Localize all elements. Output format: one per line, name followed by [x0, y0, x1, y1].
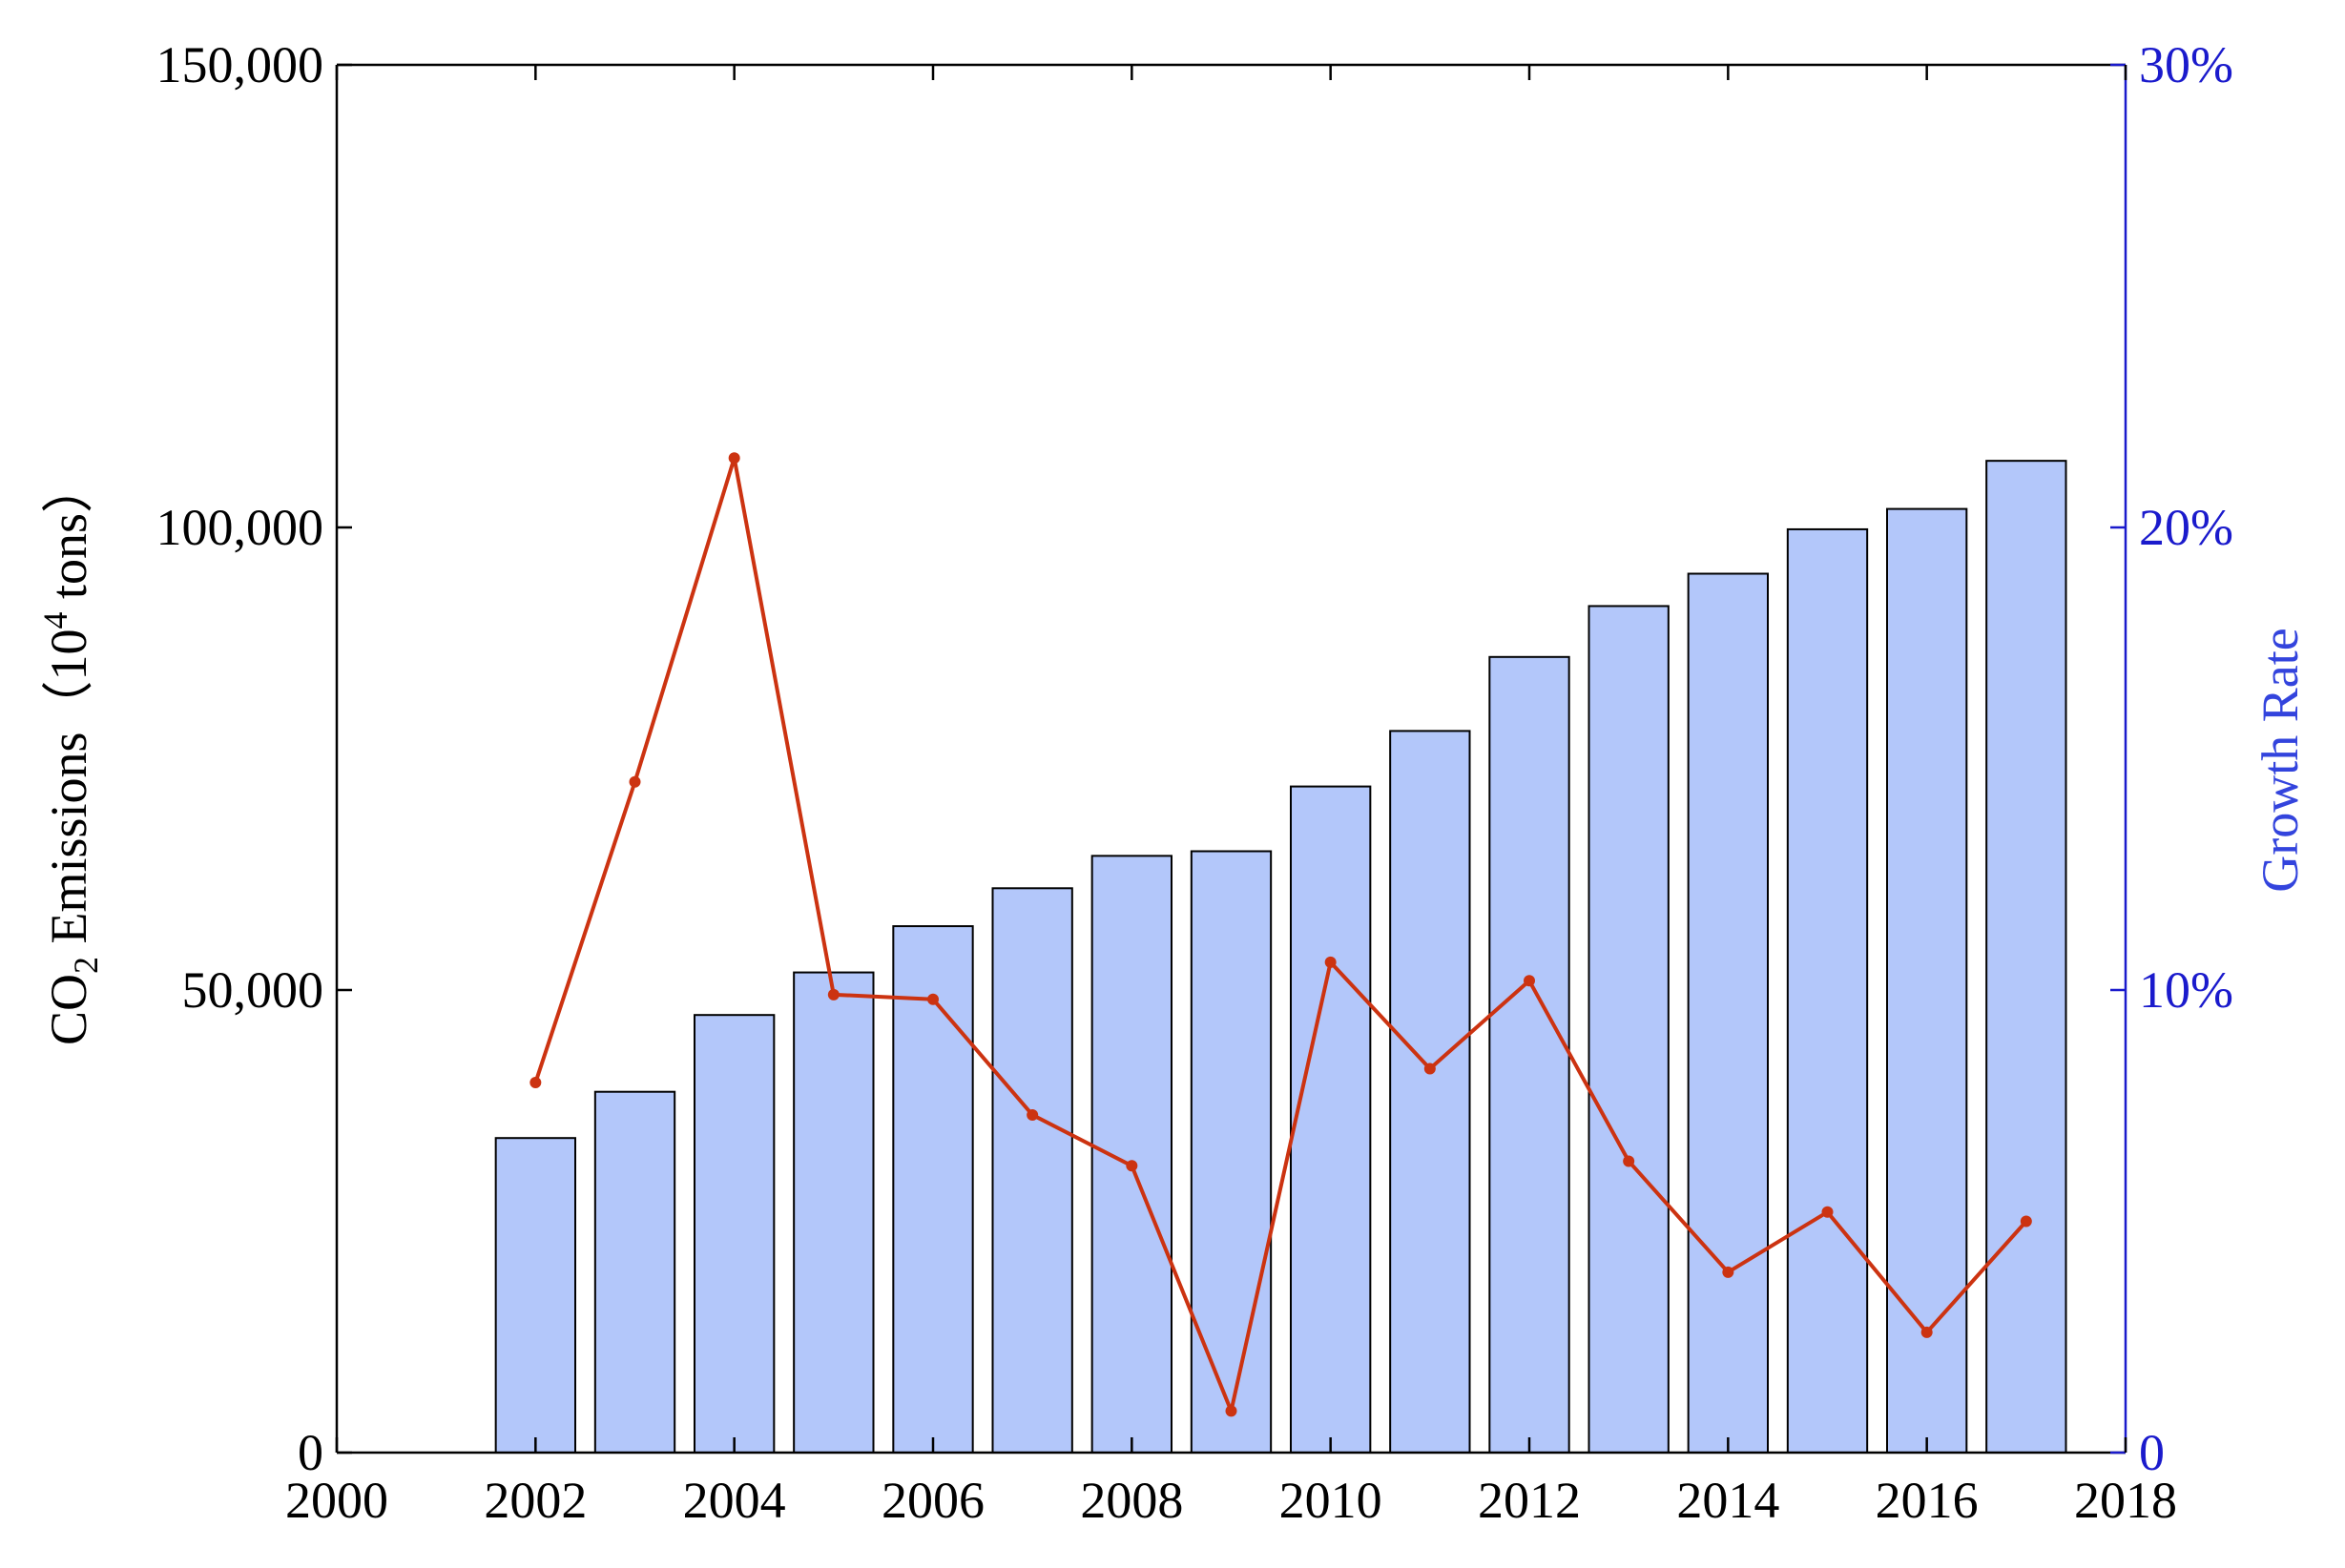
growth-point-2013: [1623, 1155, 1635, 1167]
growth-rate-series: [529, 452, 2032, 1417]
bar-2003: [593, 1090, 676, 1454]
x-tick-label: 2004: [683, 1472, 786, 1529]
growth-point-2016: [1920, 1326, 1933, 1338]
x-tick-label: 2016: [1876, 1472, 1979, 1529]
growth-point-2012: [1524, 975, 1535, 987]
right-tick-label: 0: [2139, 1424, 2165, 1481]
growth-point-2002: [529, 1077, 542, 1088]
bar-2007: [991, 887, 1073, 1454]
right-tick-label: 10%: [2139, 961, 2233, 1019]
left-tick-label: 50,000: [182, 961, 324, 1019]
x-tick-label: 2000: [285, 1472, 388, 1529]
bar-2013: [1588, 605, 1670, 1454]
right-tick-label: 20%: [2139, 499, 2233, 556]
x-axis-ticks: 2000 2002 2004 2006 2008 2010 2012 2014 2016 2018: [285, 65, 2177, 1529]
left-axis-title: CO2 Emissions（104 tons）: [36, 462, 105, 1045]
bar-2002: [494, 1137, 577, 1454]
x-tick-label: 2008: [1080, 1472, 1183, 1529]
growth-point-2007: [1027, 1108, 1039, 1121]
right-tick-label: 30%: [2139, 36, 2233, 93]
x-tick-label: 2006: [882, 1472, 985, 1529]
bar-2015: [1786, 527, 1869, 1454]
x-tick-label: 2002: [484, 1472, 587, 1529]
growth-point-2008: [1126, 1160, 1138, 1172]
growth-point-2003: [629, 775, 641, 788]
emissions-bars: [494, 460, 2067, 1454]
left-tick-label: 150,000: [156, 36, 324, 93]
axes: [335, 63, 2127, 1455]
growth-point-2005: [827, 988, 840, 1001]
bar-2009: [1190, 850, 1273, 1454]
growth-point-2004: [728, 452, 740, 464]
x-tick-label: 2014: [1676, 1472, 1779, 1529]
bar-2008: [1090, 855, 1172, 1454]
left-axis-ticks: 0 50,000 100,000 150,000: [156, 36, 352, 1481]
left-tick-label: 100,000: [156, 499, 324, 556]
x-tick-label: 2018: [2074, 1472, 2177, 1529]
right-axis-title: Growth Rate: [2252, 628, 2309, 892]
bar-2006: [892, 925, 974, 1454]
growth-point-2009: [1225, 1405, 1237, 1417]
bar-2005: [793, 971, 875, 1454]
bar-2017: [1985, 460, 2067, 1454]
growth-rate-line: [533, 456, 2028, 1413]
bar-2010: [1290, 785, 1372, 1454]
x-tick-label: 2012: [1478, 1472, 1581, 1529]
growth-point-2006: [927, 993, 939, 1005]
bar-2004: [694, 1014, 776, 1454]
bar-2014: [1687, 572, 1769, 1454]
growth-point-2015: [1821, 1206, 1834, 1218]
growth-point-2010: [1324, 956, 1337, 968]
right-axis-ticks: 0 10% 20% 30%: [2110, 36, 2233, 1481]
bar-2016: [1886, 507, 1968, 1454]
left-tick-label: 0: [298, 1424, 323, 1481]
growth-point-2014: [1722, 1266, 1734, 1278]
growth-point-2011: [1423, 1063, 1436, 1075]
bar-2012: [1488, 655, 1570, 1454]
x-tick-label: 2010: [1279, 1472, 1382, 1529]
growth-point-2017: [2020, 1215, 2032, 1228]
bar-2011: [1389, 730, 1471, 1454]
